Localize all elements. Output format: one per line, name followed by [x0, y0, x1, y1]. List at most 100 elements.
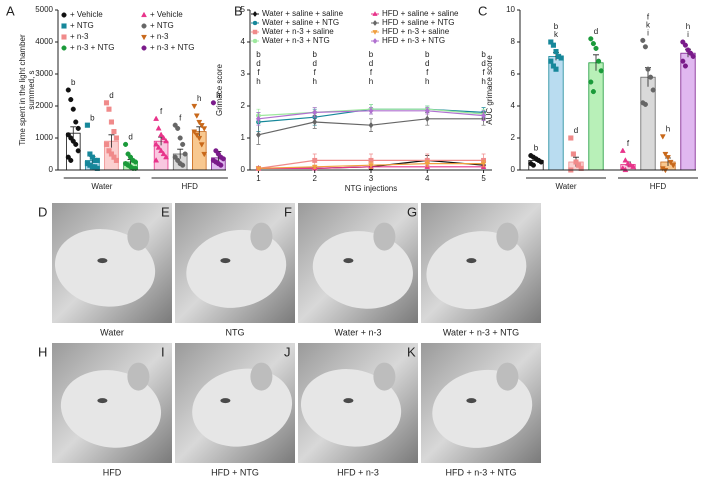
panel-label: H — [38, 344, 47, 359]
y-axis-label: Time spent in the light chamber — [18, 34, 27, 146]
marker — [312, 118, 318, 126]
marker — [588, 79, 594, 85]
marker — [218, 162, 224, 168]
photo-caption: HFD + n-3 + NTG — [445, 467, 516, 477]
marker — [538, 159, 544, 165]
marker — [177, 135, 183, 141]
y-axis-label: summed, s — [27, 70, 36, 109]
marker — [424, 115, 430, 123]
marker — [196, 119, 203, 126]
legend-label: HFD + saline + NTG — [382, 18, 454, 27]
y-tick-label: 1000 — [35, 133, 53, 142]
legend-label: + n-3 + NTG — [150, 43, 194, 52]
photo — [52, 343, 172, 463]
legend-marker — [141, 11, 147, 18]
marker — [153, 115, 160, 121]
legend-label: HFD + n-3 + saline — [382, 27, 450, 36]
significance-letter: f — [647, 13, 650, 22]
marker — [312, 157, 318, 163]
marker — [480, 161, 487, 167]
marker — [642, 101, 648, 107]
marker — [201, 126, 208, 132]
marker — [312, 109, 318, 116]
marker — [578, 165, 584, 171]
rat-eye — [466, 258, 477, 264]
y-tick-label: 3000 — [35, 69, 53, 78]
marker — [311, 164, 318, 170]
marker — [193, 113, 200, 119]
marker — [573, 159, 579, 165]
x-axis-label: NTG injections — [345, 184, 397, 193]
legend-label: Water + n-3 + NTG — [262, 36, 330, 45]
marker — [650, 87, 656, 93]
photo-caption: Water + n-3 + NTG — [443, 327, 519, 337]
rat-eye — [343, 258, 354, 264]
panel-label: C — [478, 3, 487, 18]
legend-label: + NTG — [150, 21, 174, 30]
marker — [106, 106, 112, 112]
rat-eye — [220, 258, 231, 264]
marker — [123, 141, 129, 147]
photo-caption: Water + n-3 — [335, 327, 382, 337]
marker — [368, 121, 374, 129]
group-label: Water — [91, 182, 112, 191]
rat-ear — [127, 222, 150, 251]
marker — [588, 36, 594, 42]
significance-letter: b — [71, 78, 76, 87]
marker — [255, 131, 261, 139]
marker — [659, 134, 666, 140]
rat-head — [54, 229, 156, 307]
photo-caption: HFD — [103, 467, 122, 477]
x-tick-label: 5 — [481, 174, 486, 183]
significance-letter: h — [369, 77, 373, 86]
panel-label: J — [284, 344, 291, 359]
significance-letter: b — [554, 22, 559, 31]
marker — [368, 107, 374, 115]
legend-marker — [252, 10, 258, 18]
marker — [255, 115, 261, 123]
panel-label: D — [38, 204, 47, 219]
significance-letter: h — [216, 91, 220, 100]
marker — [155, 144, 162, 150]
legend-marker — [61, 12, 67, 18]
error-bar — [177, 148, 184, 159]
significance-letter: i — [647, 29, 649, 38]
legend-marker — [252, 20, 258, 26]
marker — [201, 151, 208, 158]
group-label: Water — [555, 182, 576, 191]
y-tick-label: 4 — [241, 37, 246, 46]
rat-ear — [250, 362, 273, 391]
legend-label: + NTG — [70, 21, 94, 30]
legend-marker — [252, 29, 258, 35]
photo — [175, 343, 295, 463]
significance-letter: f — [370, 68, 373, 77]
marker — [667, 159, 674, 166]
marker — [180, 162, 186, 168]
significance-letter: d — [594, 27, 598, 36]
x-tick-label: 1 — [256, 174, 261, 183]
marker — [132, 159, 139, 165]
legend-marker — [141, 23, 147, 29]
significance-letter: d — [369, 59, 373, 68]
marker — [108, 119, 115, 125]
marker — [622, 157, 629, 163]
panel-label: I — [161, 344, 165, 359]
y-tick-label: 2000 — [35, 101, 53, 110]
marker — [645, 66, 651, 72]
photo-caption: NTG — [226, 327, 245, 337]
legend-marker — [372, 37, 378, 45]
marker — [662, 151, 669, 158]
marker — [627, 161, 634, 168]
photo-caption: HFD + NTG — [211, 467, 259, 477]
significance-letter: b — [256, 50, 261, 59]
panel-label: G — [407, 204, 417, 219]
significance-letter: f — [482, 68, 485, 77]
photo — [421, 203, 541, 323]
x-tick-label: 2 — [312, 174, 317, 183]
marker — [158, 131, 165, 137]
marker — [68, 97, 74, 103]
x-tick-label: 3 — [369, 174, 374, 183]
legend-label: + Vehicle — [70, 10, 103, 19]
photo — [421, 343, 541, 463]
